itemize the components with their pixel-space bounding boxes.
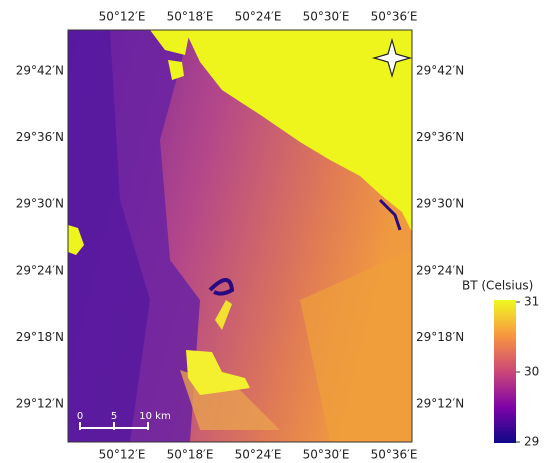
lat-label: 29°30′N xyxy=(416,197,464,211)
lat-label: 29°30′N xyxy=(16,197,64,211)
lat-label: 29°12′N xyxy=(416,397,464,411)
lat-label: 29°42′N xyxy=(16,64,64,78)
lat-label: 29°36′N xyxy=(16,130,64,144)
lat-label: 29°18′N xyxy=(16,330,64,344)
colorbar-tick-label: 31 xyxy=(524,295,539,309)
lon-label: 50°12′E xyxy=(99,10,146,24)
lon-label: 50°30′E xyxy=(303,10,350,24)
scale-label: 0 xyxy=(77,411,83,422)
lon-label: 50°12′E xyxy=(99,448,146,462)
lon-label: 50°18′E xyxy=(167,448,214,462)
scale-label: 5 xyxy=(111,411,117,422)
colorbar-title: BT (Celsius) xyxy=(462,279,533,293)
map-figure: 0 5 10 km BT (Celsius) 50°12′E 50°18′E 50°… xyxy=(0,0,559,463)
colorbar-tick-label: 29 xyxy=(524,435,539,449)
lon-label: 50°18′E xyxy=(167,10,214,24)
lat-label: 29°24′N xyxy=(16,263,64,277)
lon-label: 50°24′E xyxy=(235,448,282,462)
thermal-raster xyxy=(68,30,412,442)
lon-label: 50°24′E xyxy=(235,10,282,24)
lat-label: 29°36′N xyxy=(416,130,464,144)
lat-label: 29°24′N xyxy=(416,263,464,277)
lat-label: 29°18′N xyxy=(416,330,464,344)
lon-label: 50°36′E xyxy=(371,10,418,24)
lon-label: 50°30′E xyxy=(303,448,350,462)
colorbar xyxy=(494,300,516,443)
scale-label: 10 km xyxy=(139,411,170,422)
colorbar-tick-label: 30 xyxy=(524,365,539,379)
lat-label: 29°12′N xyxy=(16,397,64,411)
lon-label: 50°36′E xyxy=(371,448,418,462)
lat-label: 29°42′N xyxy=(416,64,464,78)
